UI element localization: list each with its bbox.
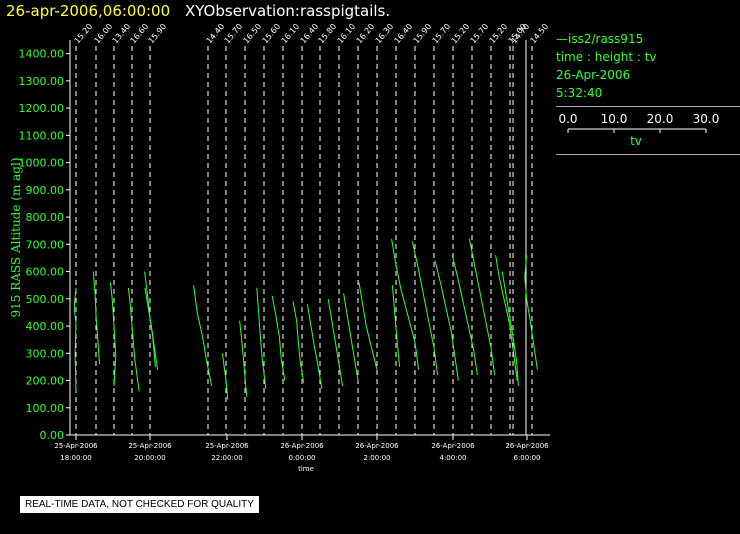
profile-trace bbox=[411, 241, 439, 376]
x-tick-date: 26-Apr-2006 bbox=[280, 442, 324, 450]
x-tick-date: 26-Apr-2006 bbox=[505, 442, 549, 450]
legend-series-label: iss2/rass915 bbox=[568, 32, 644, 46]
legend-divider-bottom bbox=[556, 154, 740, 155]
legend-time: 5:32:40 bbox=[556, 86, 603, 100]
x-tick-date: 25-Apr-2006 bbox=[128, 442, 172, 450]
y-tick-label: 1300.00 bbox=[19, 75, 65, 88]
scale-tick-label: 20.0 bbox=[647, 112, 674, 126]
legend-series: —iss2/rass915 bbox=[556, 32, 644, 46]
y-tick-label: 100.00 bbox=[26, 402, 65, 415]
profile-label: 16.20 bbox=[355, 22, 377, 45]
y-tick-label: 200.00 bbox=[26, 375, 65, 388]
profile-trace bbox=[306, 304, 323, 389]
profile-label: 15.70 bbox=[469, 22, 491, 45]
scale-label: tv bbox=[630, 134, 642, 147]
x-tick-date: 26-Apr-2006 bbox=[355, 442, 399, 450]
scale-tick-label: 30.0 bbox=[693, 112, 720, 126]
profile-label: 16.30 bbox=[374, 22, 396, 45]
y-tick-label: 600.00 bbox=[26, 266, 65, 279]
scale-tick-label: 0.0 bbox=[558, 112, 577, 126]
profile-label: 15.20 bbox=[488, 22, 510, 45]
profile-label: 16.10 bbox=[336, 22, 358, 45]
profile-trace bbox=[193, 285, 213, 387]
x-tick-time: 4:00:00 bbox=[440, 454, 467, 462]
quality-notice: REAL-TIME DATA, NOT CHECKED FOR QUALITY bbox=[20, 496, 259, 513]
y-tick-label: 1100.00 bbox=[19, 129, 65, 142]
x-tick-date: 25-Apr-2006 bbox=[54, 442, 98, 450]
x-axis-label: time bbox=[298, 465, 314, 473]
profile-label: 16.00 bbox=[93, 22, 115, 45]
profile-label: 15.80 bbox=[317, 22, 339, 45]
x-tick-time: 2:00:00 bbox=[364, 454, 391, 462]
profile-trace bbox=[524, 255, 538, 370]
y-tick-label: 700.00 bbox=[26, 238, 65, 251]
profile-label: 14.40 bbox=[205, 22, 227, 45]
x-tick-time: 22:00:00 bbox=[211, 454, 242, 462]
profile-label: 16.60 bbox=[129, 22, 151, 45]
y-axis-label: 915 RASS Altitude (m agl) bbox=[9, 157, 23, 317]
profile-trace bbox=[221, 353, 229, 400]
profile-trace bbox=[256, 287, 267, 389]
profile-label: 13.40 bbox=[111, 22, 133, 45]
profile-label: 16.10 bbox=[280, 22, 302, 45]
profile-label: 15.70 bbox=[223, 22, 245, 45]
profile-label: 16.40 bbox=[299, 22, 321, 45]
profile-trace bbox=[358, 282, 378, 370]
profile-trace bbox=[292, 301, 305, 384]
legend-axes-desc: time : height : tv bbox=[556, 50, 657, 64]
x-tick-time: 6:00:00 bbox=[514, 454, 541, 462]
legend-scale: 0.0 10.0 20.0 30.0 tv bbox=[558, 112, 720, 148]
date-label: 26-apr-2006,06:00:00 bbox=[6, 2, 171, 20]
y-tick-label: 800.00 bbox=[26, 211, 65, 224]
y-tick-label: 300.00 bbox=[26, 347, 65, 360]
profile-trace bbox=[239, 320, 248, 397]
y-tick-label: 400.00 bbox=[26, 320, 65, 333]
y-tick-label: 0.00 bbox=[40, 429, 65, 442]
scale-tick-label: 10.0 bbox=[601, 112, 628, 126]
profile-trace bbox=[391, 285, 401, 367]
legend-divider bbox=[556, 106, 740, 107]
title-bar: 26-apr-2006,06:00:00 XYObservation:rassp… bbox=[6, 2, 390, 20]
profile-trace bbox=[327, 298, 344, 387]
profile-trace bbox=[501, 271, 519, 387]
profile-trace bbox=[343, 293, 359, 381]
profile-trace bbox=[391, 238, 420, 370]
x-tick-date: 25-Apr-2006 bbox=[205, 442, 249, 450]
profile-trace bbox=[127, 287, 140, 392]
legend-panel: —iss2/rass915 time : height : tv 26-Apr-… bbox=[556, 30, 740, 159]
y-tick-label: 1400.00 bbox=[19, 48, 65, 61]
chart-title: XYObservation:rasspigtails. bbox=[184, 2, 391, 20]
profile-label: 15.90 bbox=[147, 22, 169, 45]
profile-trace bbox=[434, 260, 459, 381]
profile-trace bbox=[144, 287, 159, 370]
y-tick-label: 1200.00 bbox=[19, 102, 65, 115]
profile-trace bbox=[109, 282, 117, 386]
profile-label: 15.20 bbox=[73, 22, 95, 45]
profile-label: 16.50 bbox=[242, 22, 264, 45]
profile-label: 15.70 bbox=[431, 22, 453, 45]
y-tick-label: 1000.00 bbox=[19, 157, 65, 170]
profile-label: 15.90 bbox=[412, 22, 434, 45]
x-tick-time: 18:00:00 bbox=[60, 454, 91, 462]
profile-label: 15.60 bbox=[261, 22, 283, 45]
y-tick-label: 500.00 bbox=[26, 293, 65, 306]
profile-trace bbox=[92, 271, 101, 365]
x-tick-date: 26-Apr-2006 bbox=[431, 442, 475, 450]
profile-trace bbox=[495, 255, 518, 381]
profile-trace bbox=[271, 295, 286, 381]
profile-label: 14.50 bbox=[529, 22, 551, 45]
x-tick-time: 20:00:00 bbox=[134, 454, 165, 462]
profile-label: 15.20 bbox=[450, 22, 472, 45]
profile-trace bbox=[451, 255, 478, 376]
x-tick-time: 0:00:00 bbox=[289, 454, 316, 462]
profile-trace bbox=[468, 238, 496, 376]
legend-date: 26-Apr-2006 bbox=[556, 68, 631, 82]
profile-trace bbox=[73, 287, 77, 392]
profile-label: 16.40 bbox=[393, 22, 415, 45]
y-tick-label: 900.00 bbox=[26, 184, 65, 197]
